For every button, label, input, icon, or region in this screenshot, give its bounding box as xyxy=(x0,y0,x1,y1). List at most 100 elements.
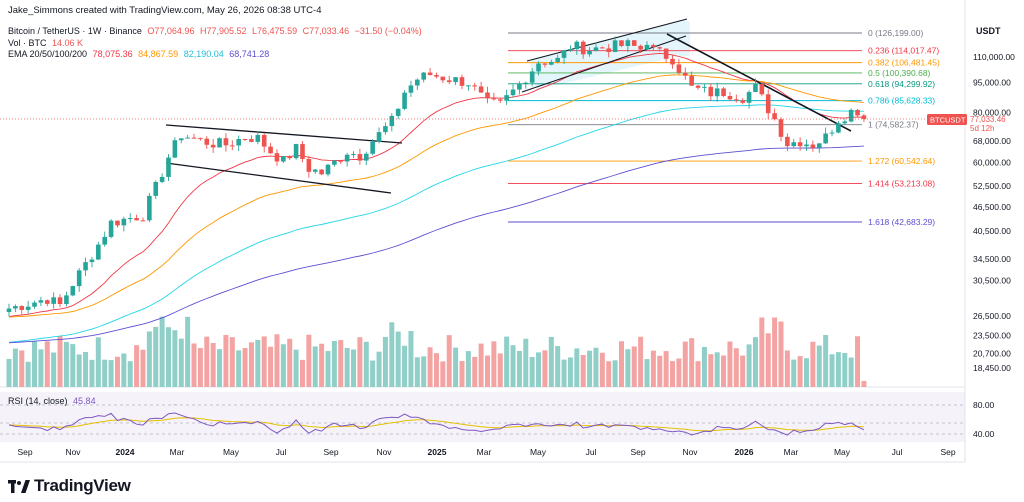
volume-bar xyxy=(242,348,248,387)
fib-label-0: 0 (126,199.00) xyxy=(868,28,923,38)
volume-bar xyxy=(829,354,835,387)
volume-bar xyxy=(536,352,542,387)
volume-bar xyxy=(663,351,669,387)
volume-bar xyxy=(670,361,676,387)
time-tick-label: Sep xyxy=(630,447,645,457)
time-tick-label: Nov xyxy=(376,447,392,457)
symbol-legend: Bitcoin / TetherUS · 1W · Binance O77,06… xyxy=(8,26,425,36)
volume-bar xyxy=(708,354,714,387)
candle-body xyxy=(580,41,586,55)
candle-body xyxy=(663,48,669,59)
candle-body xyxy=(402,92,407,109)
rsi-tick-label: 80.00 xyxy=(973,400,995,410)
volume-bar xyxy=(727,341,733,387)
channel-lower-trendline xyxy=(521,35,687,93)
price-tick-label: 30,500.00 xyxy=(973,276,1011,286)
candle-body xyxy=(19,306,25,310)
candle-body xyxy=(344,154,350,162)
volume-bar xyxy=(752,337,758,387)
candle-body xyxy=(753,84,758,93)
channel-upper-trendline xyxy=(526,18,688,62)
candle-body xyxy=(89,259,95,263)
volume-bar xyxy=(446,335,452,387)
volume-bar xyxy=(229,337,235,387)
volume-legend: Vol · BTC 14.06 K xyxy=(8,38,86,48)
volume-bar xyxy=(791,359,797,387)
volume-bar xyxy=(351,349,357,387)
candle-body xyxy=(746,92,752,103)
price-change: −31.50 (−0.04%) xyxy=(354,26,422,36)
volume-bar xyxy=(166,327,171,387)
candle-body xyxy=(651,44,656,48)
volume-bar xyxy=(38,349,44,387)
candle-body xyxy=(351,154,356,156)
ohlc-close: C77,033.46 xyxy=(302,26,350,36)
volume-bar xyxy=(357,337,363,387)
ema20-line xyxy=(8,52,864,318)
volume-bar xyxy=(299,359,305,387)
time-tick-label: 2026 xyxy=(735,447,754,457)
candle-body xyxy=(76,270,82,287)
candle-body xyxy=(198,138,203,140)
candle-body xyxy=(765,94,771,114)
volume-bars xyxy=(6,316,867,387)
candle-body xyxy=(38,300,44,303)
volume-bar xyxy=(580,354,586,387)
wedge-upper-trendline xyxy=(165,124,403,144)
symbol-title[interactable]: Bitcoin / TetherUS · 1W · Binance xyxy=(8,26,142,36)
time-tick-label: Jul xyxy=(276,447,287,457)
candle-body xyxy=(523,82,529,84)
volume-bar xyxy=(516,350,522,387)
volume-bar xyxy=(248,342,254,387)
last-price-value: 77,033.46 xyxy=(970,115,1006,124)
candle-body xyxy=(561,50,567,58)
price-tick-label: 110,000.00 xyxy=(973,52,1015,62)
volume-bar xyxy=(567,357,573,387)
fib-label-2: 0.382 (106,481.45) xyxy=(868,58,940,68)
volume-bar xyxy=(440,361,446,387)
ema-label[interactable]: EMA 20/50/100/200 xyxy=(8,49,88,59)
candle-body xyxy=(453,77,458,83)
candle-body xyxy=(223,138,229,146)
candle-body xyxy=(363,153,369,161)
price-tick-label: 95,000.00 xyxy=(973,78,1011,88)
candle-body xyxy=(619,40,624,46)
rsi-label[interactable]: RSI (14, close) xyxy=(8,396,68,406)
candle-body xyxy=(631,40,637,46)
volume-bar xyxy=(197,348,203,387)
volume-bar xyxy=(153,326,159,387)
time-axis[interactable]: Sep Nov 2024 Mar May Jul Sep Nov 2025 Mar May Jul Se… xyxy=(17,447,955,457)
volume-bar xyxy=(453,347,459,387)
time-tick-label: 2025 xyxy=(428,447,447,457)
volume-value: 14.06 K xyxy=(52,38,84,48)
volume-bar xyxy=(784,350,790,387)
volume-bar xyxy=(433,353,439,387)
candle-body xyxy=(593,47,599,51)
volume-bar xyxy=(491,341,497,387)
time-tick-label: Nov xyxy=(682,447,698,457)
candle-body xyxy=(440,76,446,81)
volume-bar xyxy=(89,359,95,387)
candle-body xyxy=(612,40,618,53)
candle-body xyxy=(529,71,535,83)
candle-body xyxy=(606,48,612,53)
ema-lines xyxy=(8,52,864,344)
volume-bar xyxy=(268,346,274,387)
candle-body xyxy=(230,145,235,147)
volume-label[interactable]: Vol · BTC xyxy=(8,38,47,48)
tradingview-logo[interactable]: TradingView xyxy=(8,476,131,496)
candle-body xyxy=(810,144,816,149)
fib-label-1: 0.236 (114,017.47) xyxy=(868,46,939,56)
price-axis[interactable]: 110,000.00 95,000.00 80,000.00 68,000.00 60,… xyxy=(973,52,1015,373)
candle-body xyxy=(702,86,707,88)
volume-bar xyxy=(701,346,707,387)
volume-bar xyxy=(472,356,478,387)
candle-body xyxy=(32,302,37,307)
volume-bar xyxy=(172,330,178,387)
candle-body xyxy=(772,113,777,120)
candle-body xyxy=(121,218,127,226)
candle-body xyxy=(804,144,809,147)
candle-body xyxy=(102,236,107,245)
time-tick-label: Mar xyxy=(170,447,185,457)
